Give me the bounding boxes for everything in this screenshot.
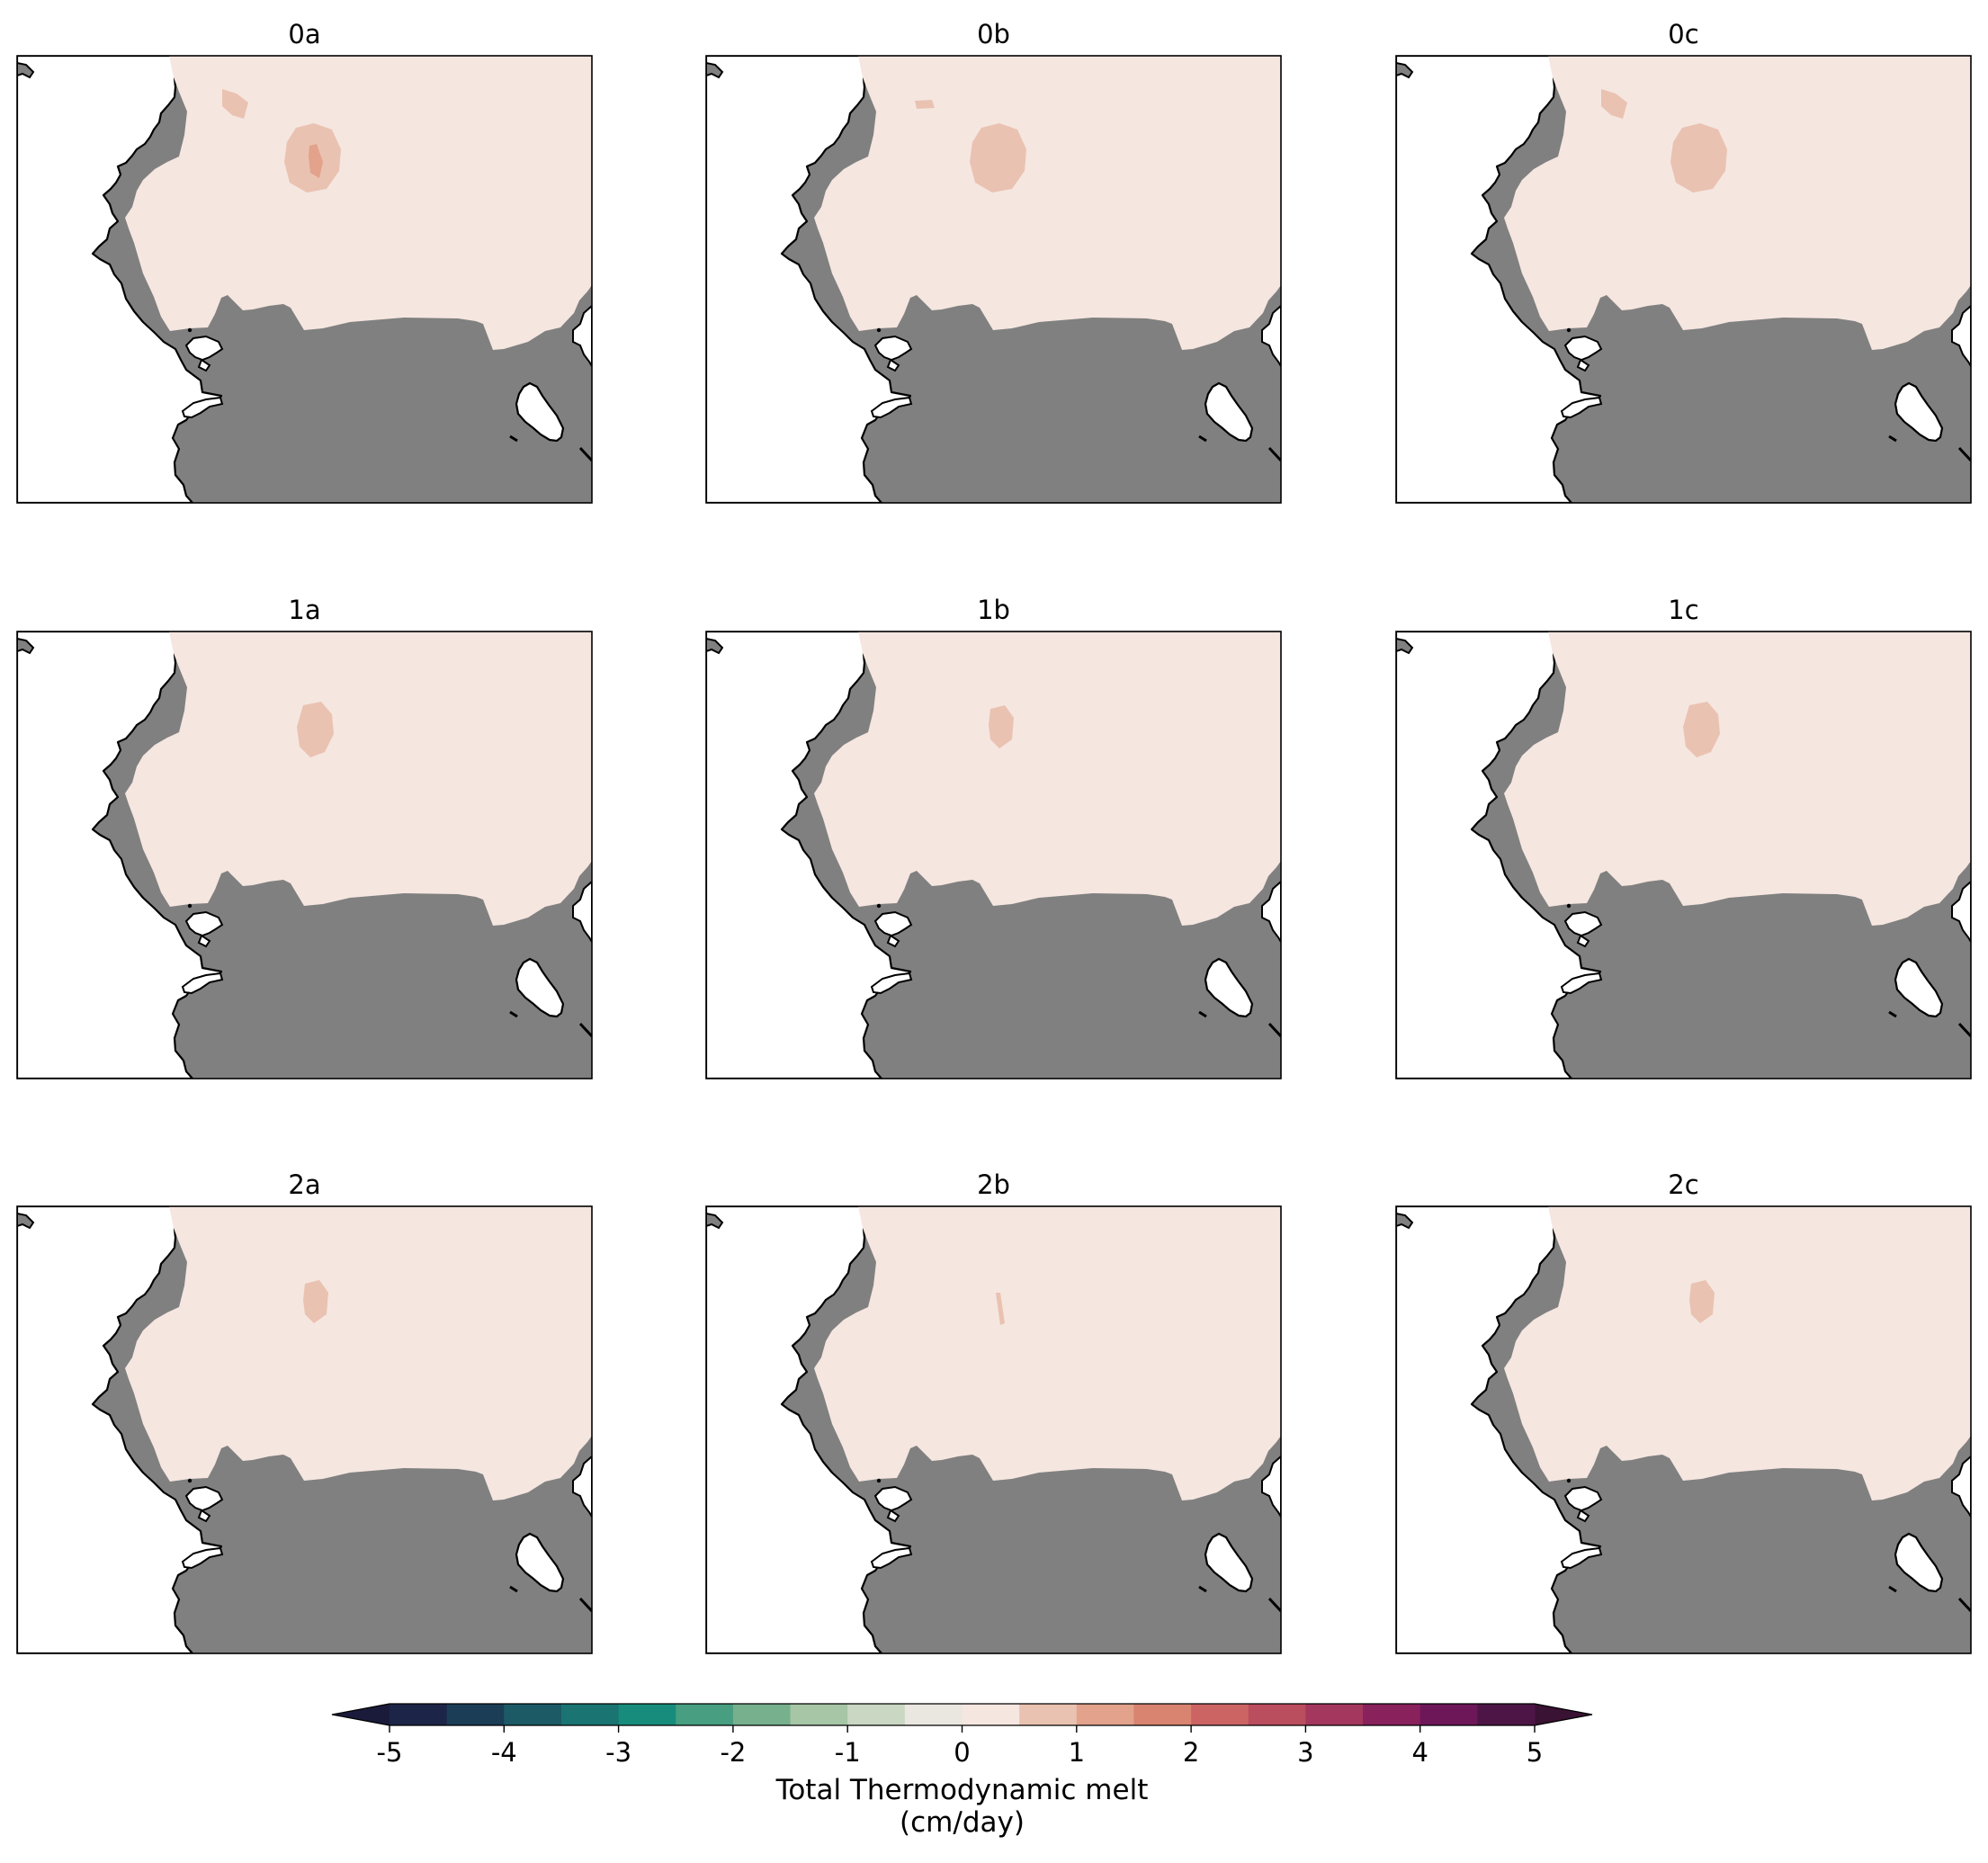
- colorbar-tick-label: -2: [720, 1737, 746, 1768]
- map-panel-2a: 2a: [16, 1169, 593, 1654]
- map-panel-0b: 0b: [705, 19, 1282, 504]
- map-basemap: [706, 631, 1281, 1079]
- colorbar-bin: [504, 1704, 562, 1725]
- map-basemap: [17, 631, 592, 1079]
- panel-title: 0b: [977, 19, 1010, 49]
- panel-frame: [1395, 631, 1972, 1079]
- colorbar-bin: [676, 1704, 734, 1725]
- panel-title: 0c: [1668, 19, 1698, 49]
- map-basemap: [706, 56, 1281, 503]
- panel-grid: 0a 0b 0c 1a 1b 1c 2a 2b 2c: [16, 19, 1972, 1654]
- colorbar-bin: [1076, 1704, 1135, 1725]
- panel-title: 1c: [1668, 595, 1698, 625]
- colorbar-bin: [847, 1704, 906, 1725]
- map-panel-1a: 1a: [16, 595, 593, 1079]
- melt-anomaly-north: [1601, 89, 1627, 119]
- map-panel-2b: 2b: [705, 1169, 1282, 1654]
- colorbar-tick-label: -4: [491, 1737, 517, 1768]
- colorbar-units: (cm/day): [900, 1806, 1025, 1839]
- panel-frame: [1395, 1205, 1972, 1654]
- map-basemap: [17, 1206, 592, 1653]
- colorbar-extend-max: [1535, 1704, 1592, 1725]
- panel-frame: [16, 55, 593, 504]
- panel-title: 0a: [288, 19, 320, 49]
- panel-frame: [705, 1205, 1282, 1654]
- map-panel-1b: 1b: [705, 595, 1282, 1079]
- colorbar-bin: [790, 1704, 848, 1725]
- panel-title: 2a: [288, 1169, 320, 1200]
- colorbar-bin: [560, 1704, 620, 1725]
- melt-anomaly-north: [915, 100, 935, 109]
- melt-anomaly-north-center: [989, 705, 1014, 748]
- colorbar-label: Total Thermodynamic melt: [775, 1774, 1149, 1806]
- colorbar-bin: [962, 1704, 1020, 1725]
- colorbar-bin: [732, 1704, 792, 1725]
- melt-anomaly-north-center: [1689, 1280, 1715, 1323]
- colorbar-extend-min: [332, 1704, 390, 1725]
- map-basemap: [17, 56, 592, 503]
- panel-title: 1b: [977, 595, 1010, 625]
- melt-anomaly-north: [222, 89, 248, 119]
- panel-frame: [705, 55, 1282, 504]
- colorbar-tick-label: 4: [1411, 1737, 1428, 1768]
- colorbar-tick-label: 5: [1527, 1737, 1543, 1768]
- colorbar-tick-label: -5: [377, 1737, 403, 1768]
- colorbar-bin: [1019, 1704, 1078, 1725]
- colorbar-tick-label: 0: [954, 1737, 970, 1768]
- colorbar: -5 -4 -3 -2 -1 0 1 2 3 4 5 Total Thermodynamic melt…: [331, 1703, 1593, 1839]
- colorbar-bin: [1363, 1704, 1421, 1725]
- map-panel-0a: 0a: [16, 19, 593, 504]
- map-panel-0c: 0c: [1395, 19, 1972, 504]
- colorbar-bin: [446, 1704, 505, 1725]
- colorbar-tick-label: 2: [1183, 1737, 1199, 1768]
- colorbar-bin: [1477, 1704, 1536, 1725]
- melt-anomaly-north-center: [970, 123, 1026, 193]
- colorbar-bin: [390, 1704, 448, 1725]
- colorbar-tick-label: 1: [1069, 1737, 1085, 1768]
- colorbar-bin: [1305, 1704, 1364, 1725]
- map-panel-2c: 2c: [1395, 1169, 1972, 1654]
- map-basemap: [1396, 56, 1971, 503]
- panel-title: 1a: [288, 595, 320, 625]
- melt-anomaly-north-center: [1683, 702, 1720, 757]
- map-basemap: [706, 1206, 1281, 1653]
- colorbar-bin: [1191, 1704, 1249, 1725]
- map-basemap: [1396, 1206, 1971, 1653]
- panel-frame: [705, 631, 1282, 1079]
- map-basemap: [1396, 631, 1971, 1079]
- melt-anomaly-north-center: [297, 702, 334, 757]
- panel-frame: [1395, 55, 1972, 504]
- colorbar-bin: [1248, 1704, 1306, 1725]
- colorbar-bin: [618, 1704, 676, 1725]
- melt-anomaly-north-center: [1670, 123, 1727, 193]
- colorbar-bin: [1419, 1704, 1478, 1725]
- colorbar-bin: [904, 1704, 963, 1725]
- colorbar-tick-label: 3: [1297, 1737, 1313, 1768]
- colorbar-tick-label: -1: [835, 1737, 861, 1768]
- melt-anomaly-core: [309, 144, 323, 178]
- melt-anomaly-north-center: [996, 1293, 1005, 1325]
- colorbar-bin: [1133, 1704, 1192, 1725]
- panel-title: 2c: [1668, 1169, 1698, 1200]
- melt-anomaly-north-center: [303, 1280, 328, 1323]
- panel-frame: [16, 1205, 593, 1654]
- colorbar-tick-label: -3: [605, 1737, 631, 1768]
- panel-frame: [16, 631, 593, 1079]
- map-panel-1c: 1c: [1395, 595, 1972, 1079]
- panel-title: 2b: [977, 1169, 1010, 1200]
